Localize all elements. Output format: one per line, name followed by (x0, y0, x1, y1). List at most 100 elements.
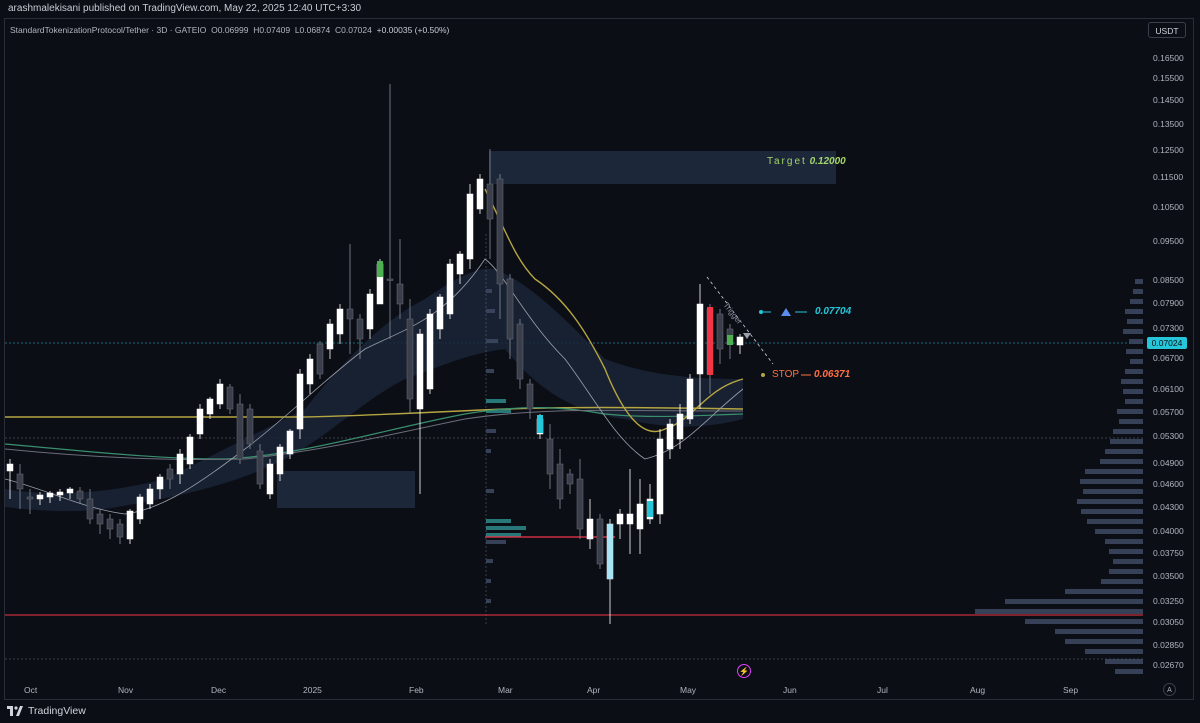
currency-selector[interactable]: USDT (1148, 22, 1186, 38)
candle-body (406, 318, 414, 400)
candle-body (116, 523, 124, 538)
candle-body (596, 518, 604, 565)
ohlc-high: H0.07409 (253, 25, 291, 35)
candle-body (566, 473, 574, 485)
candle-body (316, 343, 324, 375)
candle-body (426, 313, 434, 390)
ohlc-open: O0.06999 (211, 25, 249, 35)
candle-body (16, 473, 24, 490)
trigger-trendline (706, 276, 774, 365)
candle-body (186, 436, 194, 465)
time-axis-label: 2025 (303, 685, 322, 695)
price-axis-label: 0.04600 (1153, 479, 1184, 489)
candle-body (436, 296, 444, 330)
candle-body (446, 263, 454, 315)
candle-body (56, 491, 64, 496)
current-price-tag: 0.07024 (1147, 337, 1187, 349)
candle-body (66, 488, 74, 494)
candle-body (226, 386, 234, 410)
price-axis-label: 0.15500 (1153, 73, 1184, 83)
price-axis-label: 0.09500 (1153, 236, 1184, 246)
bolt-icon[interactable]: ⚡ (737, 664, 751, 678)
candle-body (506, 278, 514, 340)
price-axis-label: 0.13500 (1153, 119, 1184, 129)
candle-body (546, 438, 554, 475)
candle-body (336, 308, 344, 335)
price-axis-label: 0.16500 (1153, 53, 1184, 63)
arrow-marker (743, 333, 751, 339)
time-axis-label: May (680, 685, 697, 695)
price-axis-label: 0.06700 (1153, 353, 1184, 363)
publish-info: arashmalekisani published on TradingView… (8, 3, 362, 14)
chart-canvas[interactable]: Trigger (5, 19, 1143, 681)
ohlc-low: L0.06874 (294, 25, 331, 35)
price-axis-label: 0.10500 (1153, 202, 1184, 212)
auto-scale-button[interactable]: A (1163, 683, 1176, 696)
candle-body (156, 476, 164, 490)
candle-body (256, 450, 264, 485)
price-axis-label: 0.07900 (1153, 298, 1184, 308)
candle-body (216, 383, 224, 405)
time-axis-label: Feb (409, 685, 424, 695)
price-axis-label: 0.02670 (1153, 660, 1184, 670)
candle-body (6, 463, 14, 472)
trigger-dot (759, 310, 763, 314)
price-axis-label: 0.02850 (1153, 640, 1184, 650)
highlight-candle (727, 335, 733, 345)
candle-body (146, 488, 154, 505)
candle-body (296, 373, 304, 430)
candle-body (486, 183, 494, 220)
ma-grey (5, 409, 744, 461)
price-axis-label: 0.05300 (1153, 431, 1184, 441)
price-axis-label: 0.14500 (1153, 95, 1184, 105)
candle-body (396, 283, 404, 305)
price-axis-label: 0.12500 (1153, 145, 1184, 155)
price-axis-label: 0.04300 (1153, 502, 1184, 512)
footer-bar (0, 700, 1200, 723)
time-axis-label: Apr (587, 685, 601, 695)
candle-body (236, 403, 244, 460)
candle-body (456, 253, 464, 275)
candle-body (626, 513, 634, 525)
time-axis-label: Jul (877, 685, 888, 695)
ohlc-close: C0.07024 (335, 25, 372, 35)
price-axis-label: 0.07300 (1153, 323, 1184, 333)
stop-label: STOP (772, 369, 800, 380)
tradingview-brand[interactable]: TradingView (7, 705, 86, 717)
symbol-legend: StandardTokenizationProtocol/Tether · 3D… (10, 25, 449, 35)
ma-green (5, 407, 744, 460)
tradingview-logo-icon (7, 706, 23, 716)
price-axis-label: 0.03050 (1153, 617, 1184, 627)
candle-body (576, 478, 584, 530)
candle-body (736, 336, 744, 346)
candle-body (686, 378, 694, 420)
stop-annotation: STOP (772, 369, 799, 380)
candle-body (196, 408, 204, 435)
candle-body (46, 492, 54, 498)
symbol-name: StandardTokenizationProtocol/Tether · 3D… (10, 25, 207, 35)
candle-body (266, 463, 274, 495)
time-axis-label: Aug (970, 685, 986, 695)
stop-dot (761, 373, 765, 377)
candle-body (586, 518, 594, 540)
candle-body (386, 278, 394, 281)
target-label: Target (767, 156, 807, 167)
volume-profile-right (975, 279, 1143, 674)
candle-body (526, 383, 534, 410)
candle-body (76, 490, 84, 500)
time-axis-label: Nov (118, 685, 134, 695)
candle-body (716, 313, 724, 350)
time-axis-label: Jun (783, 685, 797, 695)
candle-body (466, 193, 474, 260)
time-axis-label: Oct (24, 685, 38, 695)
candle-body (86, 498, 94, 520)
target-annotation: Target 0.12000 (767, 156, 846, 167)
candle-body (656, 438, 664, 515)
trigger-triangle (781, 308, 791, 316)
price-axis-label: 0.06100 (1153, 384, 1184, 394)
trigger-value: 0.07704 (815, 306, 852, 317)
candle-body (366, 293, 374, 330)
candle-body (696, 303, 704, 375)
candle-body (276, 446, 284, 475)
stop-value: 0.06371 (814, 369, 851, 380)
